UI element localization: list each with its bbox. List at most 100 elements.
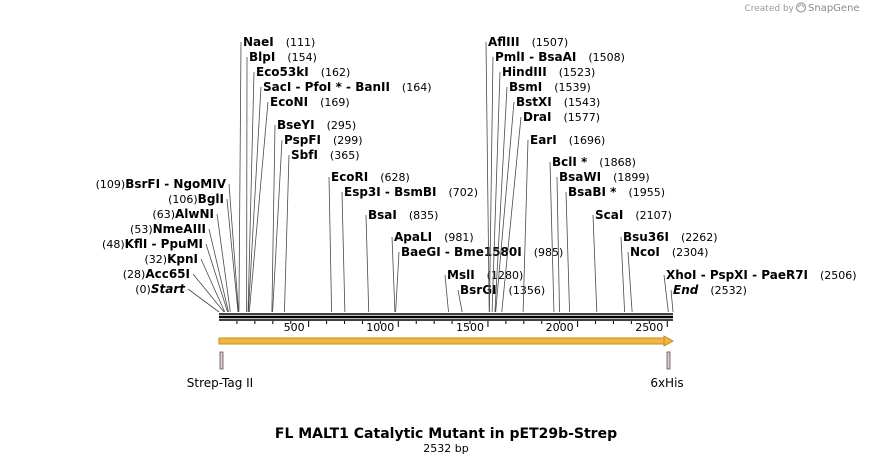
enzyme-label[interactable]: (0)Start — [135, 282, 186, 296]
site-end[interactable]: End (2532) — [673, 283, 747, 297]
credit-prefix: Created by — [744, 4, 794, 14]
orf-arrow[interactable] — [218, 335, 675, 347]
site-bsabi[interactable]: BsaBI * (1955) — [568, 185, 665, 199]
site-ecori[interactable]: EcoRI (628) — [331, 170, 410, 184]
site-bcli[interactable]: BclI * (1868) — [552, 155, 636, 169]
enzyme-label[interactable]: (28)Acc65I — [123, 267, 190, 281]
enzyme-label[interactable]: Eco53kI (162) — [256, 65, 350, 79]
site-bsrgi[interactable]: BsrGI (1356) — [460, 283, 545, 297]
site-scai[interactable]: ScaI (2107) — [595, 208, 672, 222]
site-pmli-bsaai[interactable]: PmlI - BsaAI (1508) — [495, 50, 625, 64]
enzyme-label[interactable]: (63)AlwNI — [152, 207, 214, 221]
site-bsai[interactable]: BsaI (835) — [368, 208, 438, 222]
map-length: 2532 bp — [423, 442, 468, 455]
enzyme-label[interactable]: EarI (1696) — [530, 133, 605, 147]
enzyme-label[interactable]: NcoI (2304) — [630, 245, 708, 259]
enzyme-label[interactable]: EcoRI (628) — [331, 170, 410, 184]
ruler-tick-label: 1500 — [456, 321, 484, 334]
ruler-tick-label: 500 — [284, 321, 305, 334]
enzyme-label[interactable]: BlpI (154) — [249, 50, 317, 64]
site-leader-line — [592, 214, 598, 313]
enzyme-label[interactable]: Esp3I - BsmBI (702) — [344, 185, 478, 199]
enzyme-label[interactable]: EcoNI (169) — [270, 95, 350, 109]
site-sbfi[interactable]: SbfI (365) — [291, 148, 360, 162]
strep-tag-marker[interactable] — [219, 351, 224, 370]
site-ncoi[interactable]: NcoI (2304) — [630, 245, 708, 259]
enzyme-label[interactable]: XhoI - PspXI - PaeR7I (2506) — [666, 268, 857, 282]
enzyme-label[interactable]: SbfI (365) — [291, 148, 360, 162]
feature-strep-tag[interactable]: Strep-Tag II — [187, 351, 253, 390]
enzyme-label[interactable]: BsaWI (1899) — [559, 170, 650, 184]
site-hindiii[interactable]: HindIII (1523) — [502, 65, 595, 79]
site-saci-pfoi-banii[interactable]: SacI - PfoI * - BanII (164) — [263, 80, 432, 94]
site-kfli-ppumi[interactable]: (48)KflI - PpuMI — [102, 237, 203, 251]
site-nmeaiii[interactable]: (53)NmeAIII — [130, 222, 206, 236]
site-leader-line — [670, 289, 674, 313]
orf-bar[interactable] — [218, 337, 666, 345]
enzyme-label[interactable]: HindIII (1523) — [502, 65, 595, 79]
enzyme-label[interactable]: AflIII (1507) — [488, 35, 568, 49]
enzyme-label[interactable]: PspFI (299) — [284, 133, 363, 147]
site-leader-line — [248, 86, 262, 313]
enzyme-label[interactable]: ScaI (2107) — [595, 208, 672, 222]
ruler-ticks: 500 1000 1500 2000 2500 — [236, 321, 668, 334]
enzyme-label[interactable]: ApaLI (981) — [394, 230, 474, 244]
enzyme-label[interactable]: PmlI - BsaAI (1508) — [495, 50, 625, 64]
enzyme-label[interactable]: SacI - PfoI * - BanII (164) — [263, 80, 432, 94]
enzyme-label[interactable]: MslI (1280) — [447, 268, 523, 282]
enzyme-label[interactable]: (53)NmeAIII — [130, 222, 206, 236]
site-esp3i-bsmbi[interactable]: Esp3I - BsmBI (702) — [344, 185, 478, 199]
site-leader-line — [495, 101, 515, 313]
site-msli[interactable]: MslI (1280) — [447, 268, 523, 282]
site-afliii[interactable]: AflIII (1507) — [488, 35, 568, 49]
site-bstxi[interactable]: BstXI (1543) — [516, 95, 600, 109]
site-eco53ki[interactable]: Eco53kI (162) — [256, 65, 350, 79]
enzyme-label[interactable]: NaeI (111) — [243, 35, 315, 49]
enzyme-label[interactable]: (106)BglI — [168, 192, 224, 206]
site-bsawi[interactable]: BsaWI (1899) — [559, 170, 650, 184]
enzyme-label[interactable]: (109)BsrFI - NgoMIV — [96, 177, 227, 191]
enzyme-label[interactable]: DraI (1577) — [523, 110, 600, 124]
site-leader-line — [247, 71, 255, 313]
sequence-backbone — [219, 313, 673, 321]
enzyme-label[interactable]: BsrGI (1356) — [460, 283, 545, 297]
strep-tag-label: Strep-Tag II — [187, 376, 253, 390]
site-naei[interactable]: NaeI (111) — [243, 35, 315, 49]
site-bsrfi-ngomiv[interactable]: (109)BsrFI - NgoMIV — [96, 177, 227, 191]
site-acc65i[interactable]: (28)Acc65I — [123, 267, 190, 281]
enzyme-label[interactable]: BsaI (835) — [368, 208, 438, 222]
site-leader-line — [205, 243, 228, 313]
site-bgli[interactable]: (106)BglI — [168, 192, 224, 206]
site-bseyi[interactable]: BseYI (295) — [277, 118, 356, 132]
feature-6xhis[interactable]: 6xHis — [650, 351, 684, 390]
site-blpi[interactable]: BlpI (154) — [249, 50, 317, 64]
site-drai[interactable]: DraI (1577) — [523, 110, 600, 124]
enzyme-label[interactable]: Bsu36I (2262) — [623, 230, 718, 244]
site-baegi-bme1580i[interactable]: BaeGI - Bme1580I (985) — [401, 245, 563, 259]
snapgene-logo-icon — [795, 2, 807, 13]
enzyme-label[interactable]: BaeGI - Bme1580I (985) — [401, 245, 563, 259]
site-leader-line — [238, 41, 242, 313]
enzyme-label[interactable]: BseYI (295) — [277, 118, 356, 132]
site-apali[interactable]: ApaLI (981) — [394, 230, 474, 244]
site-bsmi[interactable]: BsmI (1539) — [509, 80, 591, 94]
enzyme-label[interactable]: BsmI (1539) — [509, 80, 591, 94]
site-pspfi[interactable]: PspFI (299) — [284, 133, 363, 147]
site-alwni[interactable]: (63)AlwNI — [152, 207, 214, 221]
site-start[interactable]: (0)Start — [135, 282, 186, 296]
site-xhoi-pspxi-paer7i[interactable]: XhoI - PspXI - PaeR7I (2506) — [666, 268, 857, 282]
site-eari[interactable]: EarI (1696) — [530, 133, 605, 147]
enzyme-label[interactable]: BstXI (1543) — [516, 95, 600, 109]
enzyme-label[interactable]: (32)KpnI — [145, 252, 199, 266]
enzyme-label[interactable]: BclI * (1868) — [552, 155, 636, 169]
enzyme-label[interactable]: (48)KflI - PpuMI — [102, 237, 203, 251]
his-tag-marker[interactable] — [666, 351, 671, 370]
site-kpni[interactable]: (32)KpnI — [145, 252, 199, 266]
enzyme-label[interactable]: BsaBI * (1955) — [568, 185, 665, 199]
restriction-sites: NaeI (111)BlpI (154)Eco53kI (162)SacI - Pfo… — [96, 35, 857, 313]
site-bsu36i[interactable]: Bsu36I (2262) — [623, 230, 718, 244]
site-econi[interactable]: EcoNI (169) — [270, 95, 350, 109]
site-leader-line — [457, 289, 463, 313]
enzyme-label[interactable]: End (2532) — [673, 283, 747, 297]
site-leader-line — [284, 154, 290, 313]
